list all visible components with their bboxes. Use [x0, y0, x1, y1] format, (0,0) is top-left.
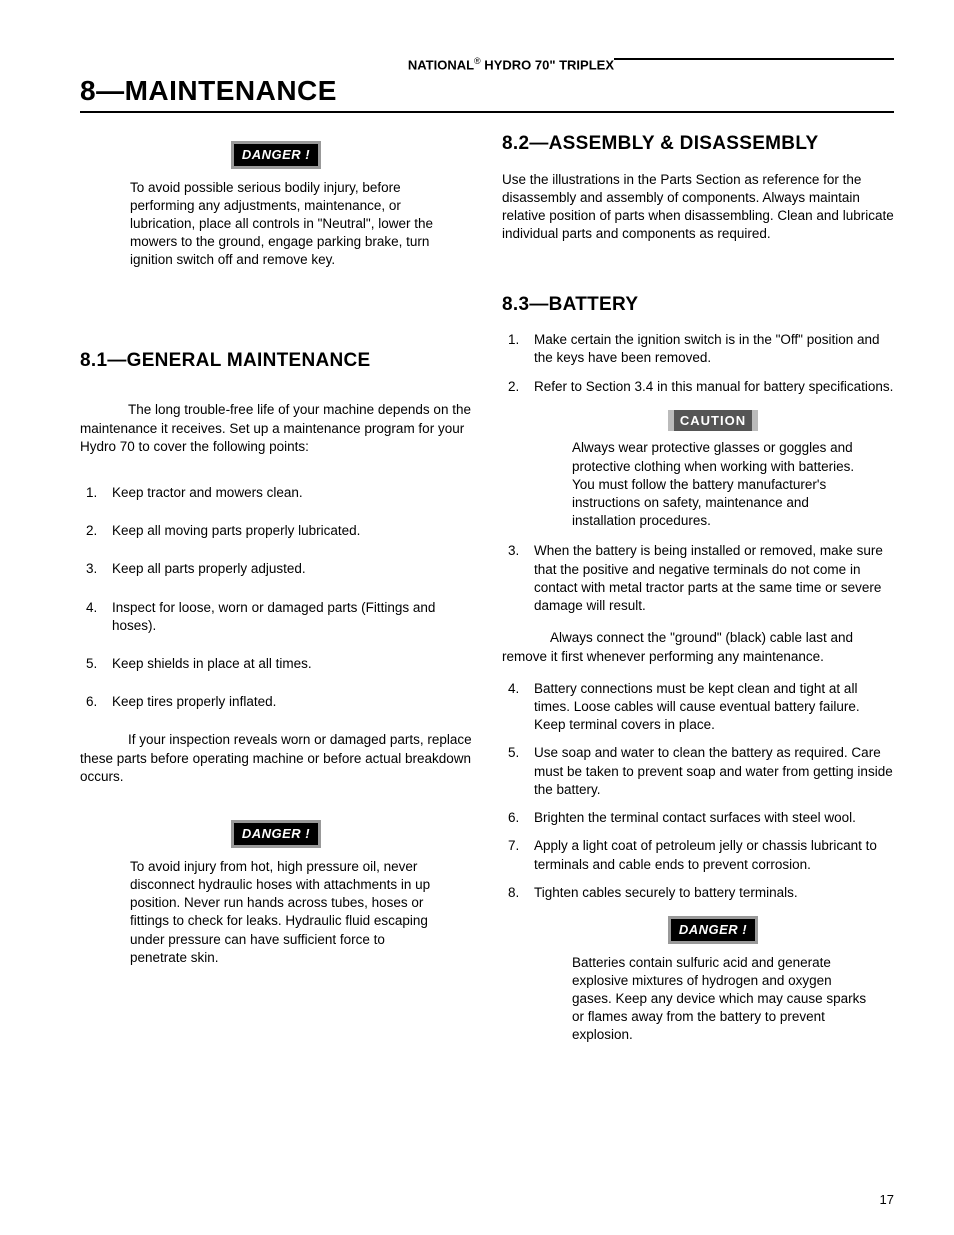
list-item: 6.Keep tires properly inflated.	[112, 693, 472, 711]
list-item: 5.Use soap and water to clean the batter…	[534, 744, 894, 799]
list-item: 1.Make certain the ignition switch is in…	[534, 331, 894, 367]
maintenance-points-list: 1.Keep tractor and mowers clean. 2.Keep …	[80, 484, 472, 712]
danger-block-3: DANGER ! Batteries contain sulfuric acid…	[572, 916, 874, 1045]
list-item: 6.Brighten the terminal contact surfaces…	[534, 809, 894, 827]
danger-text-3: Batteries contain sulfuric acid and gene…	[572, 954, 874, 1045]
list-item: 1.Keep tractor and mowers clean.	[112, 484, 472, 502]
section-8-1-intro: The long trouble-free life of your machi…	[80, 401, 472, 456]
danger-block-1: DANGER ! To avoid possible serious bodil…	[130, 141, 442, 270]
right-column: 8.2—ASSEMBLY & DISASSEMBLY Use the illus…	[502, 131, 894, 1065]
section-8-2-heading: 8.2—ASSEMBLY & DISASSEMBLY	[502, 131, 894, 157]
chapter-title: 8—MAINTENANCE	[80, 75, 894, 107]
document-header: NATIONAL® HYDRO 70" TRIPLEX	[408, 56, 894, 72]
danger-label: DANGER !	[231, 820, 321, 848]
caution-label: CAUTION	[668, 410, 758, 432]
list-item: 7.Apply a light coat of petroleum jelly …	[534, 837, 894, 873]
header-underline	[614, 58, 894, 60]
battery-list-b: 3.When the battery is being installed or…	[502, 542, 894, 615]
list-item: 4.Battery connections must be kept clean…	[534, 680, 894, 735]
battery-list-c: 4.Battery connections must be kept clean…	[502, 680, 894, 902]
ground-cable-note: Always connect the "ground" (black) cabl…	[502, 629, 894, 665]
brand-name: NATIONAL	[408, 57, 474, 72]
page-number: 17	[880, 1192, 894, 1207]
list-item: 8.Tighten cables securely to battery ter…	[534, 884, 894, 902]
section-8-2-text: Use the illustrations in the Parts Secti…	[502, 171, 894, 244]
section-8-3-heading: 8.3—BATTERY	[502, 292, 894, 318]
two-column-layout: DANGER ! To avoid possible serious bodil…	[80, 131, 894, 1065]
list-item: 2.Refer to Section 3.4 in this manual fo…	[534, 378, 894, 396]
section-8-1-heading: 8.1—GENERAL MAINTENANCE	[80, 348, 472, 374]
danger-text-2: To avoid injury from hot, high pressure …	[130, 858, 442, 967]
product-name: HYDRO 70" TRIPLEX	[481, 57, 614, 72]
title-underline	[80, 111, 894, 113]
section-8-1-outro: If your inspection reveals worn or damag…	[80, 731, 472, 786]
danger-label: DANGER !	[231, 141, 321, 169]
left-column: DANGER ! To avoid possible serious bodil…	[80, 131, 472, 1065]
list-item: 5.Keep shields in place at all times.	[112, 655, 472, 673]
danger-label: DANGER !	[668, 916, 758, 944]
list-item: 3.When the battery is being installed or…	[534, 542, 894, 615]
danger-block-2: DANGER ! To avoid injury from hot, high …	[130, 820, 442, 967]
list-item: 4.Inspect for loose, worn or damaged par…	[112, 599, 472, 635]
list-item: 3.Keep all parts properly adjusted.	[112, 560, 472, 578]
list-item: 2.Keep all moving parts properly lubrica…	[112, 522, 472, 540]
battery-list-a: 1.Make certain the ignition switch is in…	[502, 331, 894, 396]
caution-block: CAUTION Always wear protective glasses o…	[572, 410, 874, 531]
danger-text-1: To avoid possible serious bodily injury,…	[130, 179, 442, 270]
registered-mark: ®	[474, 56, 481, 66]
caution-text: Always wear protective glasses or goggle…	[572, 439, 874, 530]
chapter-title-text: 8—MAINTENANCE	[80, 75, 337, 106]
